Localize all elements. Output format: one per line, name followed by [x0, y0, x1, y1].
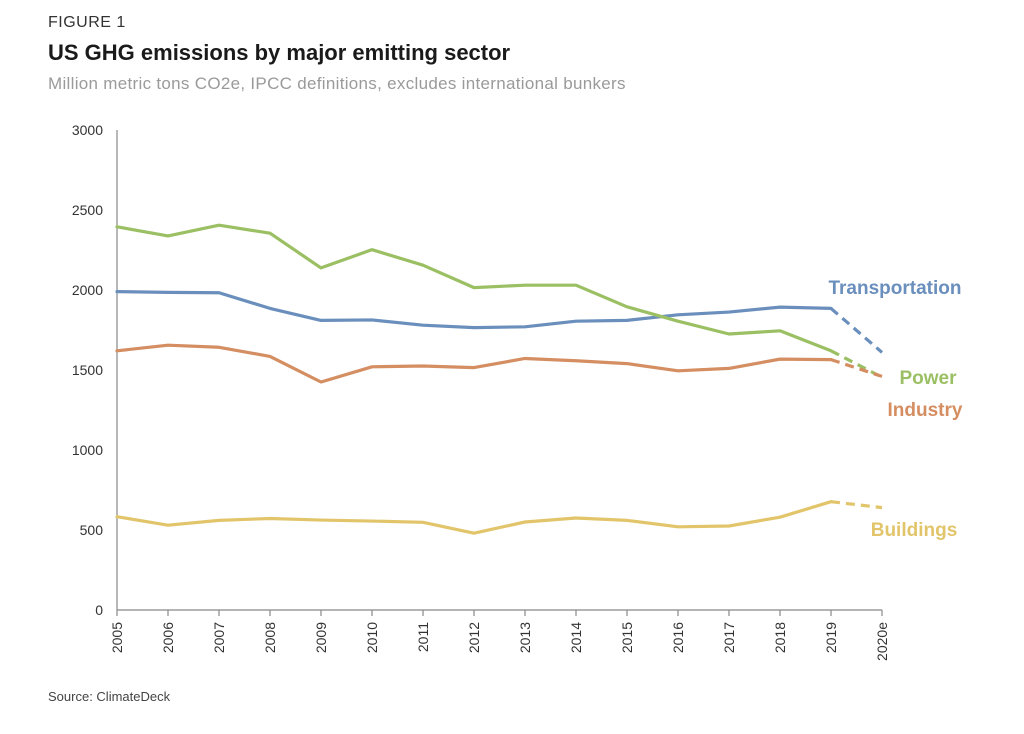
x-tick-label: 2009	[313, 622, 329, 653]
power-line	[115, 223, 833, 353]
industry-estimate-line	[830, 358, 883, 378]
x-tick-label: 2008	[262, 622, 278, 653]
figure-label: FIGURE 1	[48, 14, 126, 31]
power-estimate-line	[830, 349, 883, 379]
buildings-estimate-line	[830, 500, 883, 510]
y-tick-label: 3000	[72, 122, 103, 138]
transportation-line	[115, 290, 833, 330]
x-tick-label: 2018	[772, 622, 788, 653]
y-tick-label: 0	[95, 602, 103, 618]
source-note: Source: ClimateDeck	[48, 689, 171, 704]
x-tick-label: 2005	[109, 622, 125, 653]
chart-axes: 0 500 1000 1500 2000 2500 3000 2005 2006 2007 2008…	[72, 122, 890, 661]
chart-subtitle: Million metric tons CO2e, IPCC definitio…	[48, 74, 626, 93]
chart-lines	[115, 223, 884, 535]
x-tick-label: 2016	[670, 622, 686, 653]
y-tick-label: 1500	[72, 362, 103, 378]
x-tick-label: 2011	[415, 622, 431, 652]
y-tick-label: 2500	[72, 202, 103, 218]
x-tick-label: 2015	[619, 622, 635, 653]
x-tick-label: 2014	[568, 622, 584, 653]
y-tick-label: 2000	[72, 282, 103, 298]
x-tick-label: 2012	[466, 622, 482, 653]
transportation-estimate-line	[829, 307, 884, 354]
power-series-label: Power	[899, 368, 957, 389]
buildings-series-label: Buildings	[871, 520, 958, 541]
x-tick-label: 2019	[823, 622, 839, 653]
series-labels: Transportation Power Industry Buildings	[828, 278, 962, 541]
industry-series-label: Industry	[888, 400, 963, 421]
transportation-series-label: Transportation	[828, 278, 961, 299]
chart-title: US GHG emissions by major emitting secto…	[48, 40, 511, 65]
industry-line	[115, 343, 833, 384]
x-tick-label: 2006	[160, 622, 176, 653]
x-tick-label: 2020e	[874, 622, 890, 661]
y-tick-label: 1000	[72, 442, 103, 458]
x-tick-label: 2017	[721, 622, 737, 653]
buildings-line	[115, 500, 833, 535]
x-tick-label: 2013	[517, 622, 533, 653]
x-tick-label: 2010	[364, 622, 380, 653]
x-tick-label: 2007	[211, 622, 227, 653]
y-tick-label: 500	[80, 522, 104, 538]
